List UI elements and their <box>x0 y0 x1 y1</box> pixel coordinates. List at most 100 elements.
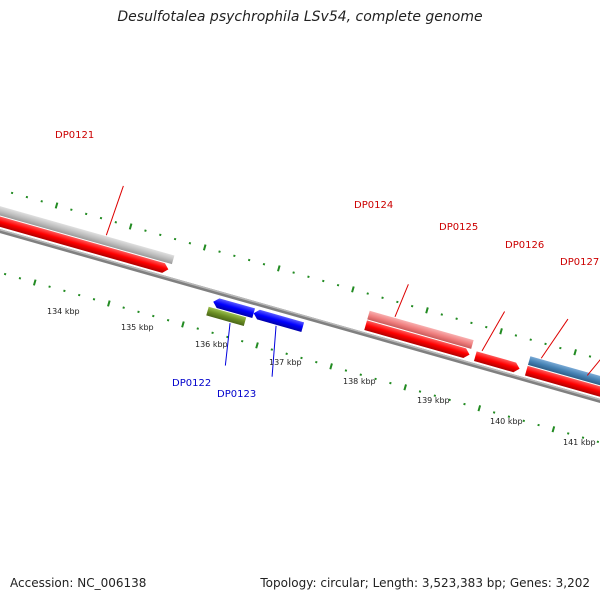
cds-feature-dp0124[interactable] <box>364 320 471 359</box>
outer-minor-tick <box>514 334 518 337</box>
outer-minor-tick <box>485 325 488 329</box>
inner-minor-tick <box>315 360 318 364</box>
scale-label-141: 141 kbp <box>563 438 596 447</box>
outer-minor-tick <box>114 221 118 224</box>
outer-tick-ring <box>10 191 592 358</box>
outer-major-tick <box>499 328 503 335</box>
inner-major-tick <box>255 342 259 349</box>
inner-tick-ring <box>3 272 600 444</box>
gene-label-dp0124[interactable]: DP0124 <box>354 200 393 211</box>
gene-feature-dp0121[interactable] <box>0 196 175 265</box>
cds-feature-dp0122[interactable] <box>212 297 256 319</box>
inner-minor-tick <box>137 310 140 314</box>
cds-feature-dp0125[interactable] <box>473 351 521 373</box>
outer-minor-tick <box>70 208 73 211</box>
outer-minor-tick <box>559 346 562 350</box>
cds-feature-dp0121[interactable] <box>0 206 170 275</box>
connector-dp0125 <box>481 311 506 352</box>
outer-minor-tick <box>10 191 14 195</box>
scale-label-135: 135 kbp <box>121 323 154 332</box>
inner-minor-tick <box>581 436 585 439</box>
inner-minor-tick <box>507 415 511 418</box>
reverse-strand-track <box>206 297 305 332</box>
connector-dp0127 <box>586 342 600 376</box>
inner-minor-tick <box>448 398 451 402</box>
outer-major-tick <box>128 223 133 230</box>
gene-label-dp0125[interactable]: DP0125 <box>439 222 478 233</box>
outer-minor-tick <box>544 342 547 346</box>
inner-minor-tick <box>3 272 7 276</box>
inner-minor-tick <box>77 293 81 297</box>
forward-strand-track <box>0 196 600 400</box>
accession-text: Accession: NC_006138 <box>10 576 147 590</box>
inner-minor-tick <box>166 318 170 322</box>
inner-minor-tick <box>522 419 525 423</box>
outer-minor-tick <box>262 262 266 266</box>
gene-label-dp0121[interactable]: DP0121 <box>55 130 94 141</box>
outer-minor-tick <box>307 275 310 279</box>
outer-minor-tick <box>396 300 399 304</box>
scale-label-140: 140 kbp <box>490 417 523 426</box>
gene-label-dp0126[interactable]: DP0126 <box>505 240 544 251</box>
outer-major-tick <box>277 265 281 272</box>
outer-minor-tick <box>40 200 43 203</box>
inner-minor-tick <box>152 314 155 318</box>
outer-minor-tick <box>529 338 532 341</box>
inner-minor-tick <box>196 327 199 330</box>
outer-minor-tick <box>440 313 444 316</box>
outer-minor-tick <box>366 292 369 295</box>
gene-feature-dp0126[interactable] <box>527 356 600 389</box>
genome-backbone-highlight <box>0 218 600 438</box>
cds-feature-dp0126[interactable] <box>524 365 600 400</box>
inner-major-tick <box>477 405 482 412</box>
outer-minor-tick <box>247 258 251 262</box>
gene-feature-dp0122[interactable] <box>206 306 247 327</box>
gene-label-dp0122[interactable]: DP0122 <box>172 378 211 389</box>
label-connectors <box>105 185 600 377</box>
gene-labels: DP0121 DP0124 DP0125 DP0126 DP0127 DP012… <box>55 130 599 400</box>
scale-labels: 134 kbp 135 kbp 136 kbp 137 kbp 138 kbp … <box>47 307 596 447</box>
gene-label-dp0127[interactable]: DP0127 <box>560 257 599 268</box>
outer-minor-tick <box>99 216 103 220</box>
scale-label-134: 134 kbp <box>47 307 80 316</box>
inner-major-tick <box>107 300 111 307</box>
scale-label-137: 137 kbp <box>269 358 302 367</box>
gene-label-dp0123[interactable]: DP0123 <box>217 389 256 400</box>
outer-minor-tick <box>322 279 325 283</box>
outer-minor-tick <box>336 283 340 287</box>
inner-minor-tick <box>300 356 303 360</box>
outer-major-tick <box>425 307 429 314</box>
outer-minor-tick <box>233 254 236 258</box>
outer-minor-tick <box>173 237 177 241</box>
inner-minor-tick <box>285 352 288 356</box>
connector-dp0122 <box>224 323 231 366</box>
inner-minor-tick <box>122 306 125 309</box>
inner-minor-tick <box>418 390 422 393</box>
inner-minor-tick <box>566 432 570 435</box>
outer-minor-tick <box>455 317 458 320</box>
connector-dp0123 <box>271 325 277 377</box>
inner-minor-tick <box>596 440 600 444</box>
gene-feature-dp0124[interactable] <box>367 310 474 349</box>
connector-dp0121 <box>105 185 124 236</box>
inner-major-tick <box>181 321 185 328</box>
outer-minor-tick <box>159 233 162 237</box>
outer-minor-tick <box>381 296 384 299</box>
inner-minor-tick <box>344 369 348 372</box>
inner-major-tick <box>329 363 333 370</box>
inner-major-tick <box>403 384 407 391</box>
inner-minor-tick <box>240 339 244 343</box>
outer-major-tick <box>351 286 355 293</box>
outer-major-tick <box>54 202 59 209</box>
inner-minor-tick <box>211 331 214 335</box>
outer-minor-tick <box>292 271 295 274</box>
cds-feature-dp0123[interactable] <box>252 308 305 332</box>
outer-minor-tick <box>588 355 592 358</box>
genome-summary-text: Topology: circular; Length: 3,523,383 bp… <box>260 576 590 590</box>
outer-minor-tick <box>144 229 147 232</box>
inner-major-tick <box>551 426 556 433</box>
inner-minor-tick <box>359 373 362 376</box>
inner-minor-tick <box>492 411 496 414</box>
inner-minor-tick <box>270 348 274 351</box>
outer-minor-tick <box>84 212 88 216</box>
